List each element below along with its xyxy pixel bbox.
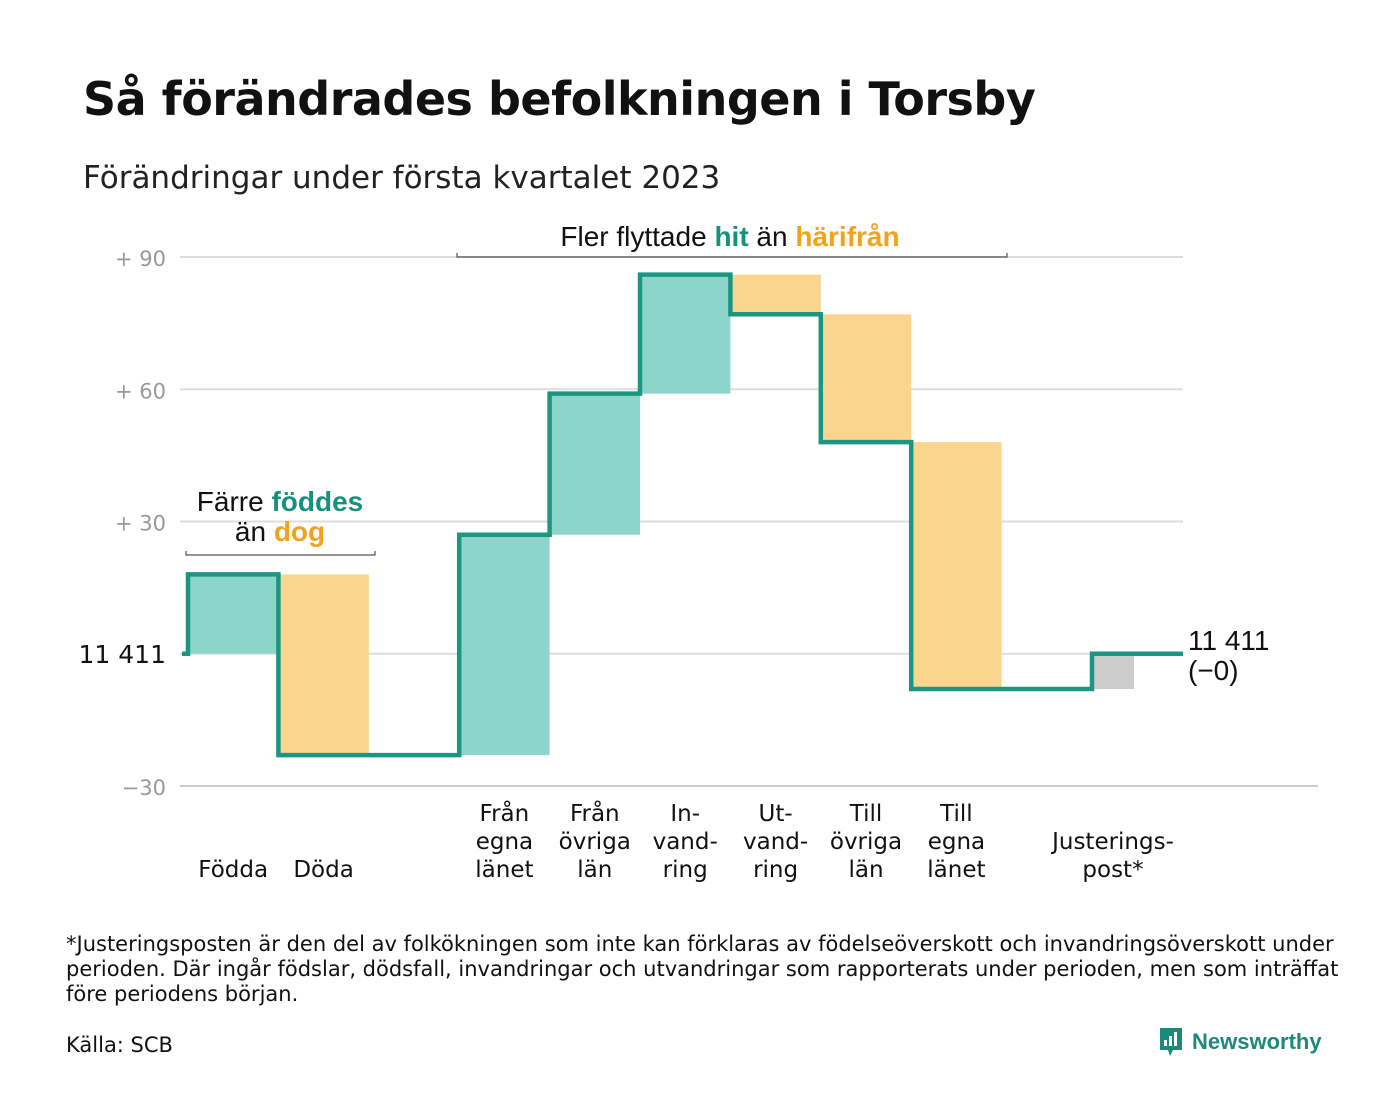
end-value-label: 11 411 bbox=[1188, 625, 1269, 656]
bar-increase bbox=[640, 274, 731, 394]
annotation-text: Fler flyttade bbox=[560, 221, 714, 252]
end-value-label: (−0) bbox=[1188, 655, 1239, 686]
x-tick-label: Döda bbox=[293, 857, 353, 883]
x-tick-label: ring bbox=[753, 857, 798, 883]
bar-increase bbox=[549, 393, 640, 535]
bar-adjustment bbox=[1092, 653, 1134, 690]
brand-logo: Newsworthy bbox=[1158, 1026, 1322, 1058]
cumulative-step-line bbox=[182, 272, 1183, 758]
footnote: *Justeringsposten är den del av folkökni… bbox=[66, 932, 1339, 1006]
annotation-text: Färre bbox=[197, 486, 272, 517]
x-tick-label: egna bbox=[476, 829, 533, 855]
newsworthy-logo-icon bbox=[1160, 1028, 1182, 1056]
x-tick-label: övriga bbox=[830, 829, 902, 855]
y-tick-label: + 90 bbox=[115, 247, 166, 271]
x-tick-label: Från bbox=[570, 799, 620, 827]
annotation-bracket bbox=[456, 253, 1008, 258]
chart-subtitle: Förändringar under första kvartalet 2023 bbox=[83, 160, 721, 196]
brand-name: Newsworthy bbox=[1192, 1029, 1322, 1054]
x-tick-label: länet bbox=[927, 857, 985, 883]
bar-increase bbox=[188, 574, 279, 654]
annotation-text: härifrån bbox=[795, 221, 899, 252]
chart-title: Så förändrades befolkningen i Torsby bbox=[83, 72, 1036, 126]
y-tick-label: + 60 bbox=[115, 379, 166, 403]
annotation-text: än bbox=[749, 221, 796, 252]
x-tick-label: vand- bbox=[653, 829, 718, 855]
y-tick-label: + 30 bbox=[115, 512, 166, 536]
x-tick-label: Till bbox=[849, 801, 883, 827]
annotation-text: än bbox=[235, 516, 274, 547]
annotation-births-deaths-line1: Färre föddes bbox=[197, 486, 363, 517]
x-tick-label: Ut- bbox=[759, 801, 793, 827]
x-tick-label: län bbox=[848, 857, 883, 883]
x-tick-label: län bbox=[577, 857, 612, 883]
bar-decrease bbox=[911, 442, 1002, 690]
x-tick-label: länet bbox=[475, 857, 533, 883]
y-tick-label: −30 bbox=[122, 776, 166, 800]
bar-decrease bbox=[730, 274, 821, 315]
x-tick-label: Födda bbox=[198, 857, 268, 883]
annotation-text: hit bbox=[714, 221, 748, 252]
annotation-text: föddes bbox=[271, 486, 363, 517]
x-tick-label: In- bbox=[670, 801, 700, 827]
x-tick-label: Justerings- bbox=[1050, 829, 1174, 855]
source-note: Källa: SCB bbox=[66, 1033, 173, 1057]
bar-decrease bbox=[278, 574, 369, 756]
x-tick-label: vand- bbox=[743, 829, 808, 855]
y-tick-label: 11 411 bbox=[79, 640, 166, 669]
bar-decrease bbox=[820, 314, 912, 443]
x-tick-label: Till bbox=[939, 801, 973, 827]
x-tick-label: egna bbox=[928, 829, 985, 855]
annotation-bracket bbox=[185, 551, 376, 556]
x-tick-label: övriga bbox=[559, 829, 631, 855]
x-tick-label: ring bbox=[663, 857, 708, 883]
annotation-text: dog bbox=[274, 516, 325, 547]
x-tick-label: post* bbox=[1082, 857, 1143, 883]
x-tick-label: Från bbox=[480, 799, 530, 827]
annotation-migration: Fler flyttade hit än härifrån bbox=[560, 221, 899, 252]
bar-increase bbox=[459, 534, 550, 756]
annotation-births-deaths-line2: än dog bbox=[235, 516, 325, 547]
